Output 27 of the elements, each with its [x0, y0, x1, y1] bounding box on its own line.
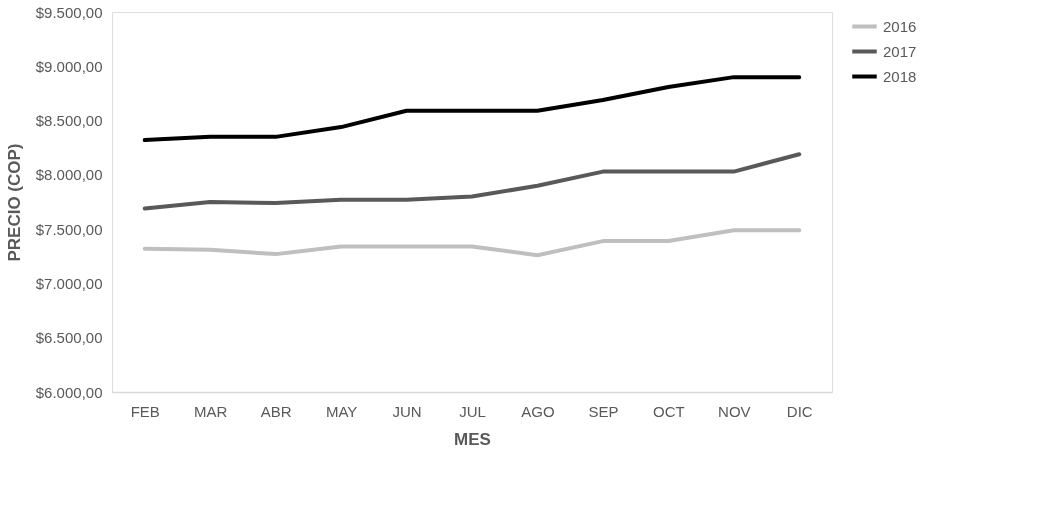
- line-series: [142, 152, 802, 211]
- legend-label: 2018: [883, 67, 917, 85]
- y-axis-title: PRECIO (COP): [4, 143, 24, 262]
- x-tick-label: ABR: [260, 402, 292, 420]
- line-series: [142, 228, 802, 258]
- x-tick-label: DIC: [786, 402, 813, 420]
- legend-label: 2017: [883, 42, 917, 60]
- line-series: [142, 75, 802, 143]
- x-tick-label: MAR: [194, 402, 228, 420]
- y-tick-label: $8.500,00: [35, 112, 103, 130]
- y-tick-label: $9.000,00: [35, 57, 103, 75]
- y-tick-label: $7.000,00: [35, 274, 103, 292]
- x-axis-title: MES: [454, 429, 491, 449]
- y-tick-label: $7.500,00: [35, 220, 103, 238]
- x-tick-label: NOV: [718, 402, 751, 420]
- x-tick-label: OCT: [653, 402, 685, 420]
- x-tick-label: JUL: [459, 402, 486, 420]
- x-tick-label: FEB: [130, 402, 160, 420]
- x-tick-label: AGO: [521, 402, 555, 420]
- x-tick-label: SEP: [588, 402, 619, 420]
- y-tick-label: $9.500,00: [35, 3, 103, 21]
- x-tick-label: MAY: [325, 402, 358, 420]
- y-tick-label: $6.000,00: [35, 383, 103, 401]
- legend-label: 2016: [883, 17, 917, 35]
- y-tick-label: $8.000,00: [35, 166, 103, 184]
- y-tick-label: $6.500,00: [35, 329, 103, 347]
- x-tick-label: JUN: [392, 402, 422, 420]
